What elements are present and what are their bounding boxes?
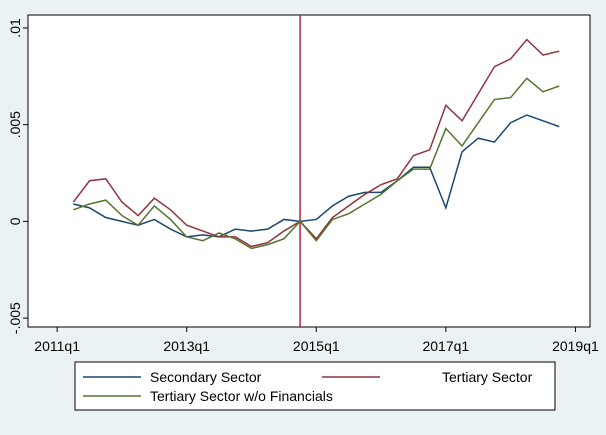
- y-tick-label: 0: [7, 217, 23, 225]
- x-tick-label: 2013q1: [163, 338, 210, 354]
- y-tick-label: -.005: [7, 302, 23, 334]
- legend-box: [74, 361, 556, 411]
- x-tick-label: 2019q1: [552, 338, 599, 354]
- legend-label: Tertiary Sector: [442, 369, 533, 385]
- legend-label: Tertiary Sector w/o Financials: [150, 388, 333, 404]
- series-line: [73, 114, 560, 238]
- y-tick-label: .01: [7, 18, 23, 38]
- series-line: [72, 38, 560, 248]
- x-tick-label: 2011q1: [34, 338, 80, 354]
- y-tick-label: .005: [7, 111, 23, 138]
- x-tick-label: 2017q1: [422, 338, 469, 354]
- series-line: [73, 77, 560, 250]
- plot-area: [27, 14, 591, 328]
- legend-label: Secondary Sector: [150, 369, 262, 385]
- x-tick-label: 2015q1: [293, 338, 340, 354]
